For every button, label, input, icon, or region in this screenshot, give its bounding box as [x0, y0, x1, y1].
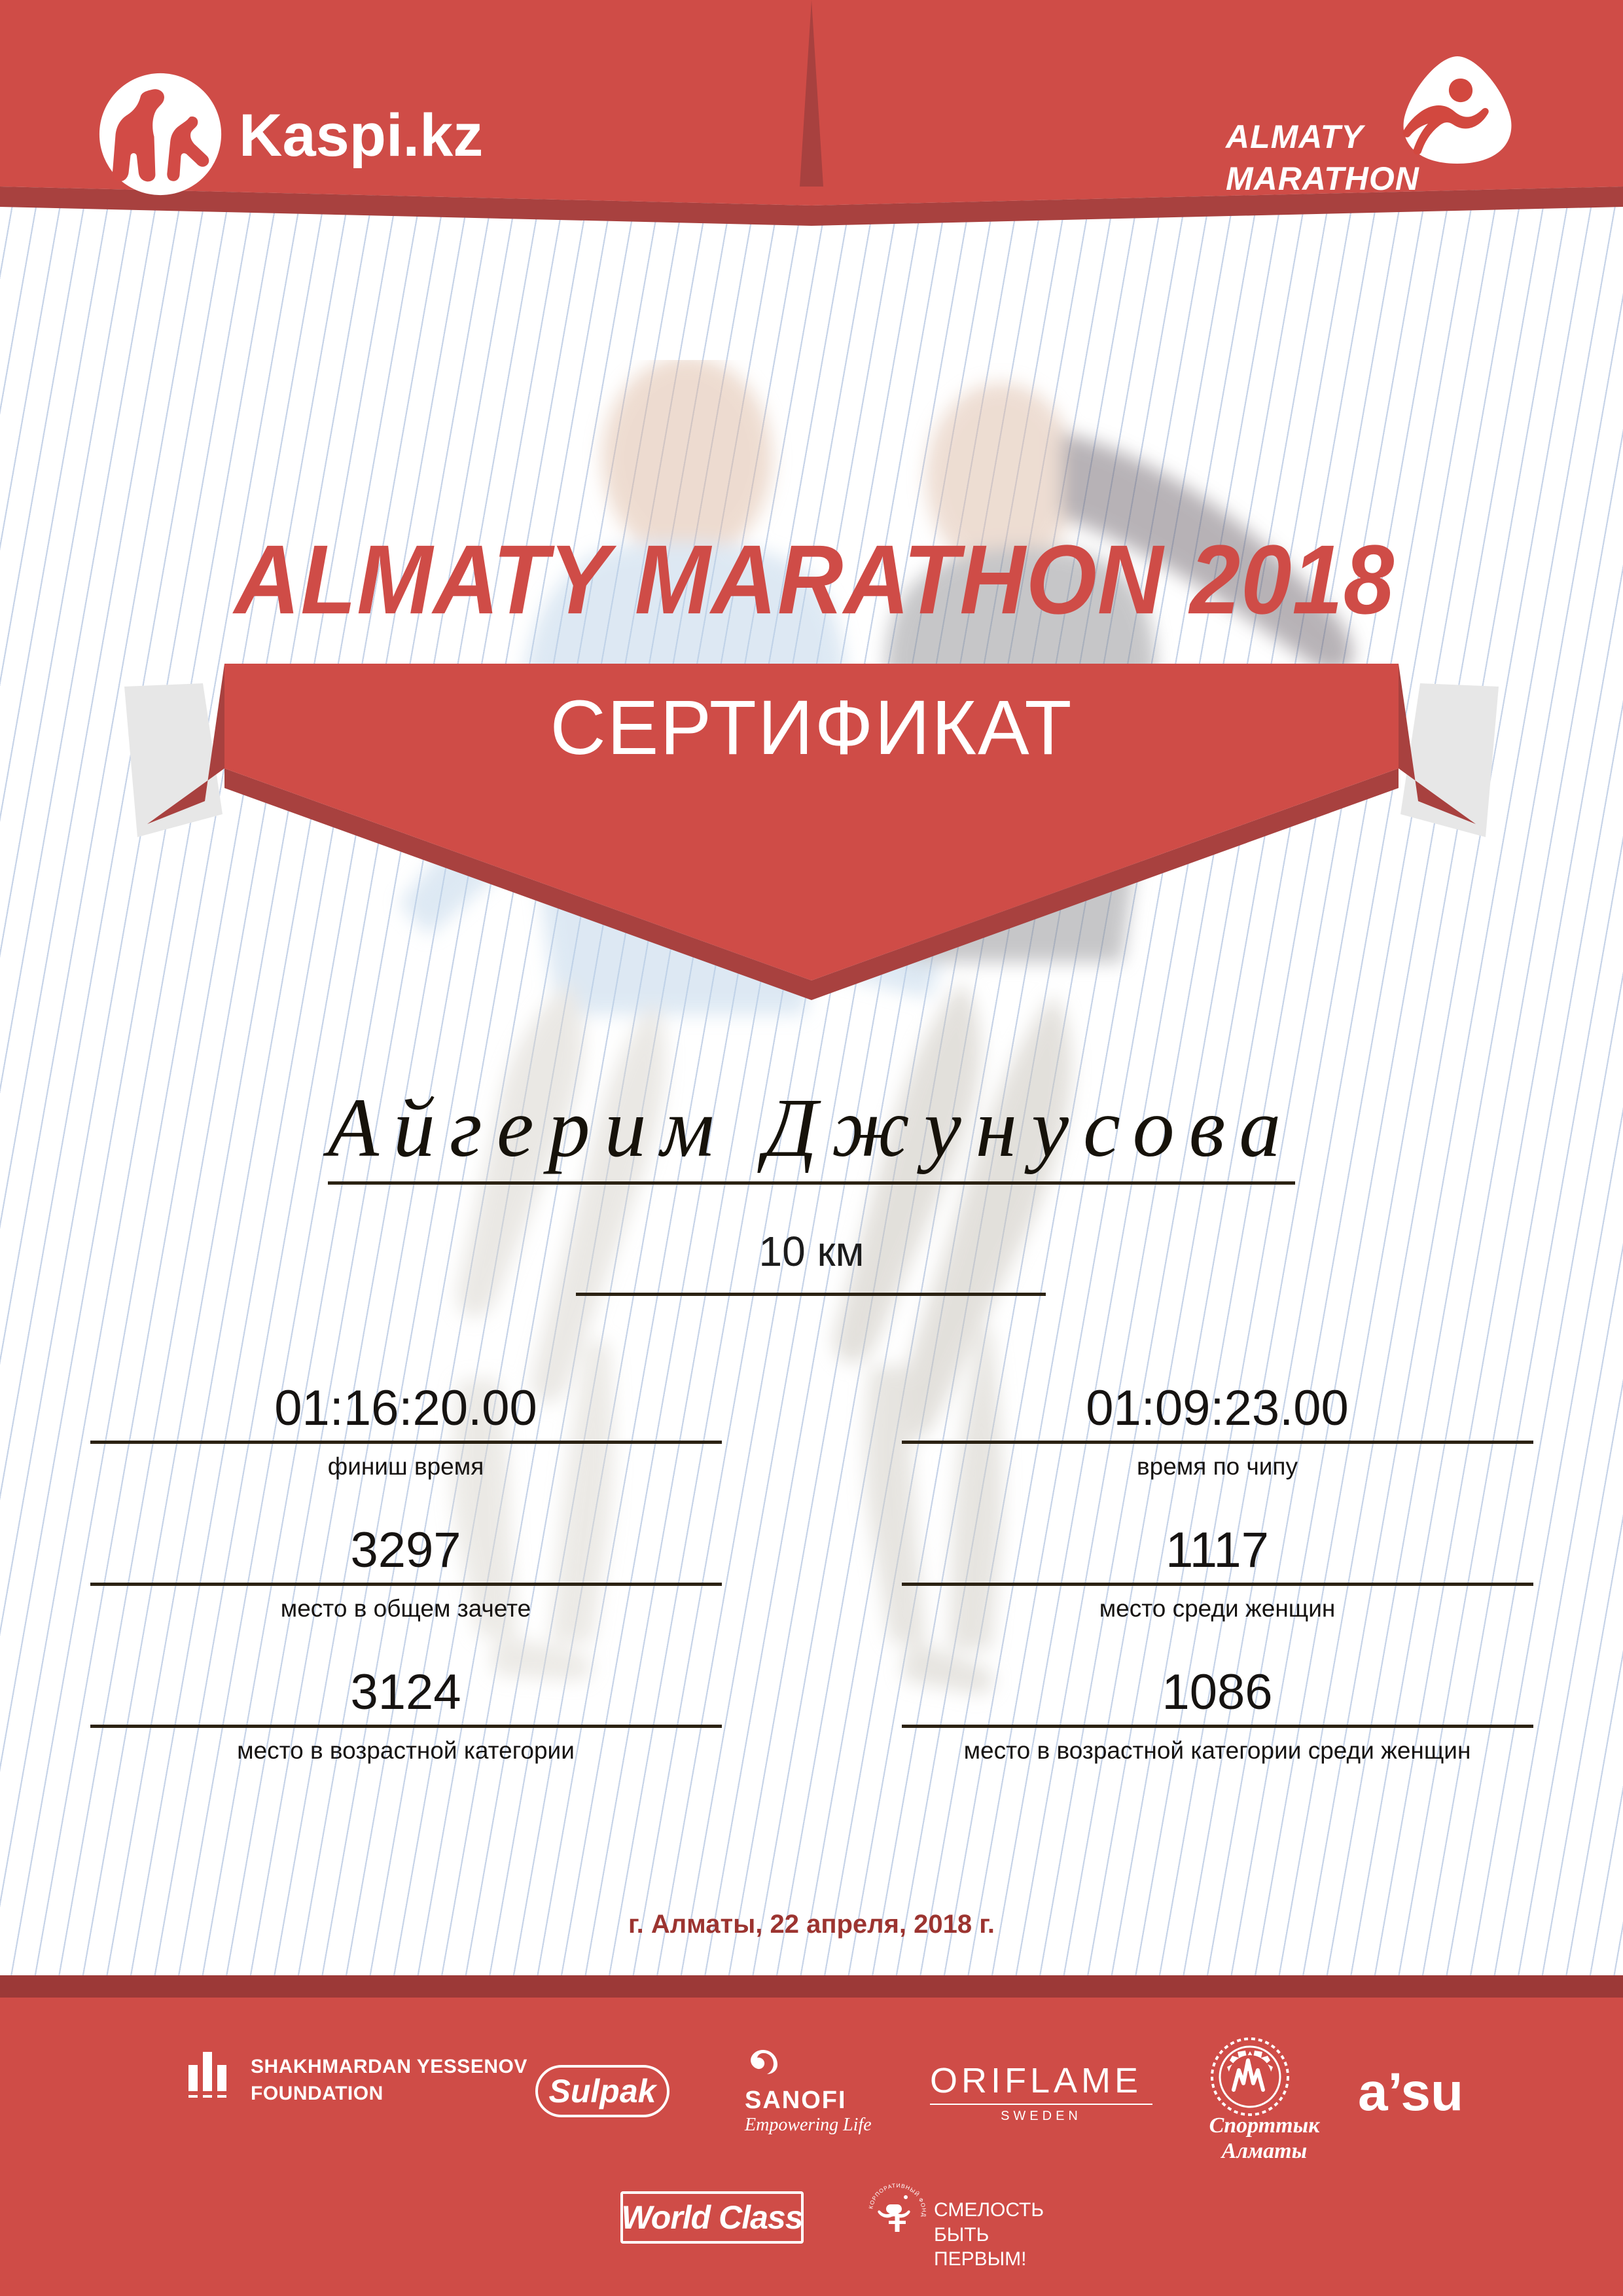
svg-text:СЕРТИФИКАТ: СЕРТИФИКАТ [550, 685, 1073, 771]
